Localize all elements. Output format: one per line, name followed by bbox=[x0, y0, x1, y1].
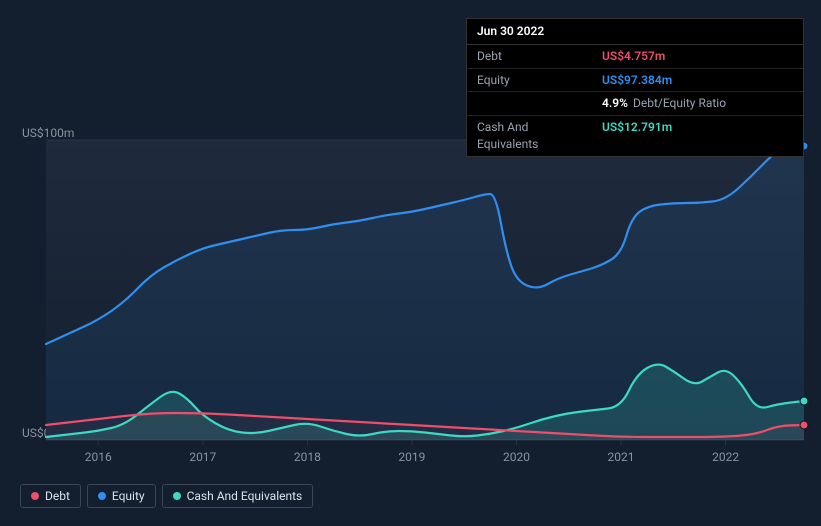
tooltip-row-label bbox=[467, 92, 592, 115]
legend-item[interactable]: Equity bbox=[87, 484, 156, 508]
tooltip-row-value: 4.9% Debt/Equity Ratio bbox=[592, 92, 803, 115]
chart-tooltip: Jun 30 2022 DebtUS$4.757mEquityUS$97.384… bbox=[466, 18, 804, 157]
x-axis-label: 2016 bbox=[85, 450, 112, 464]
legend-label: Equity bbox=[112, 489, 145, 503]
tooltip-row-label: Cash And Equivalents bbox=[467, 116, 592, 156]
x-axis-label: 2019 bbox=[398, 450, 425, 464]
tooltip-row-label: Equity bbox=[467, 69, 592, 92]
x-axis-label: 2017 bbox=[189, 450, 216, 464]
legend-dot-icon bbox=[173, 492, 181, 500]
chart-legend: Debt Equity Cash And Equivalents bbox=[20, 484, 313, 508]
tooltip-row-value: US$97.384m bbox=[592, 69, 803, 92]
tooltip-row-value: US$12.791m bbox=[592, 116, 803, 156]
x-axis-labels: 2016 2017 2018 2019 2020 2021 2022 bbox=[0, 450, 821, 466]
legend-dot-icon bbox=[98, 492, 106, 500]
legend-dot-icon bbox=[31, 492, 39, 500]
legend-item[interactable]: Debt bbox=[20, 484, 81, 508]
tooltip-row: DebtUS$4.757m bbox=[467, 45, 803, 69]
tooltip-row: Cash And EquivalentsUS$12.791m bbox=[467, 116, 803, 156]
legend-label: Cash And Equivalents bbox=[187, 489, 303, 503]
tooltip-row-value: US$4.757m bbox=[592, 45, 803, 68]
tooltip-row: 4.9% Debt/Equity Ratio bbox=[467, 92, 803, 116]
legend-label: Debt bbox=[45, 489, 70, 503]
x-axis-label: 2018 bbox=[294, 450, 321, 464]
tooltip-row: EquityUS$97.384m bbox=[467, 69, 803, 93]
tooltip-title: Jun 30 2022 bbox=[467, 19, 803, 45]
x-axis-label: 2022 bbox=[712, 450, 739, 464]
x-axis-label: 2020 bbox=[503, 450, 530, 464]
x-axis-label: 2021 bbox=[608, 450, 635, 464]
legend-item[interactable]: Cash And Equivalents bbox=[162, 484, 314, 508]
tooltip-row-label: Debt bbox=[467, 45, 592, 68]
